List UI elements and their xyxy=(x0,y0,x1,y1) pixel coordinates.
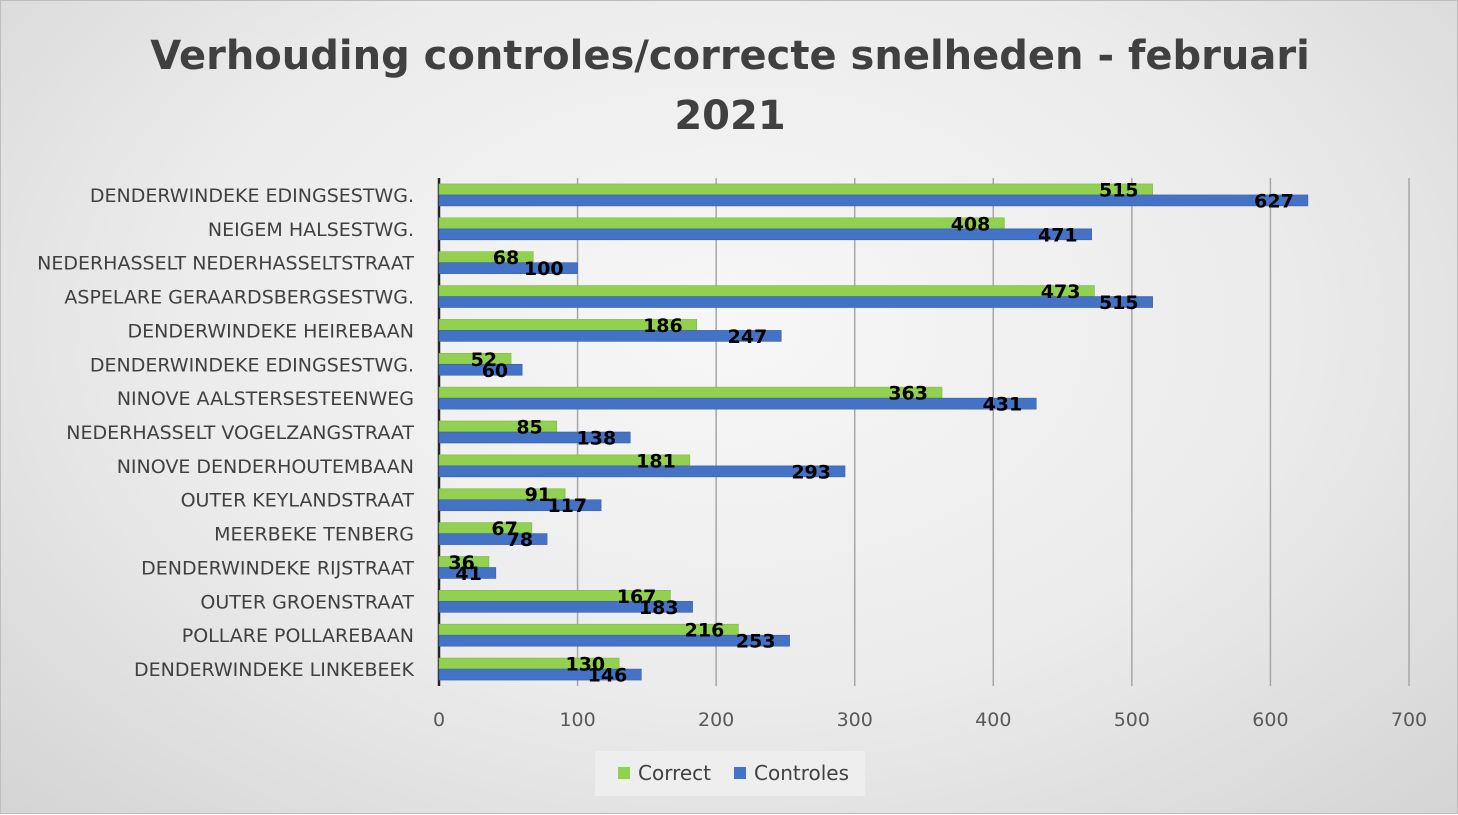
bar-controles-10 xyxy=(438,533,548,545)
category-label-13: POLLARE POLLAREBAAN xyxy=(182,625,414,647)
category-label-6: NINOVE AALSTERSESTEENWEG xyxy=(117,388,414,410)
x-tick-700: 700 xyxy=(1391,709,1427,731)
data-label-controles-13: 253 xyxy=(736,631,776,653)
category-label-14: DENDERWINDEKE LINKEBEEK xyxy=(134,659,415,681)
data-label-controles-6: 431 xyxy=(983,394,1023,416)
data-label-correct-3: 473 xyxy=(1041,281,1081,303)
data-label-controles-7: 138 xyxy=(577,428,617,450)
category-label-3: ASPELARE GERAARDSBERGSESTWG. xyxy=(64,287,414,309)
x-tick-200: 200 xyxy=(698,709,734,731)
data-label-correct-1: 408 xyxy=(951,213,991,235)
x-tick-500: 500 xyxy=(1114,709,1150,731)
data-label-correct-10: 67 xyxy=(491,518,517,540)
bar-controles-9 xyxy=(438,499,602,512)
data-label-correct-13: 216 xyxy=(685,620,725,642)
category-labels: DENDERWINDEKE EDINGSESTWG. NEIGEM HALSEST… xyxy=(37,185,414,681)
data-label-correct-11: 36 xyxy=(448,552,474,574)
data-label-correct-7: 85 xyxy=(516,417,542,439)
data-label-controles-1: 471 xyxy=(1038,224,1078,246)
category-label-0: DENDERWINDEKE EDINGSESTWG. xyxy=(90,185,414,207)
bar-controles-7 xyxy=(438,431,631,444)
category-label-9: OUTER KEYLANDSTRAAT xyxy=(181,490,415,512)
data-label-correct-0: 515 xyxy=(1099,179,1139,201)
data-label-controles-3: 515 xyxy=(1099,292,1139,314)
bar-controles-8 xyxy=(438,465,846,478)
data-label-correct-12: 167 xyxy=(617,586,657,608)
x-tick-0: 0 xyxy=(433,709,445,731)
bar-controles-11 xyxy=(438,567,497,579)
legend: Correct Controles xyxy=(595,751,865,796)
chart-title: Verhouding controles/correcte snelheden … xyxy=(150,33,1310,139)
data-label-controles-5: 60 xyxy=(482,360,508,382)
category-label-11: DENDERWINDEKE RIJSTRAAT xyxy=(141,557,414,579)
bar-controles-14 xyxy=(438,668,642,681)
legend-label-correct: Correct xyxy=(638,761,711,785)
legend-swatch-controles xyxy=(734,767,746,779)
category-label-12: OUTER GROENSTRAAT xyxy=(200,591,414,613)
bar-controles-5 xyxy=(438,363,523,376)
legend-label-controles: Controles xyxy=(754,761,849,785)
data-label-correct-2: 68 xyxy=(493,247,519,269)
data-label-correct-5: 52 xyxy=(471,349,497,371)
bar-controles-6 xyxy=(438,397,1037,410)
data-label-controles-9: 117 xyxy=(547,495,587,517)
chart-title-line-0: Verhouding controles/correcte snelheden … xyxy=(150,33,1310,79)
data-label-controles-10: 78 xyxy=(507,529,533,551)
bar-controles-0 xyxy=(438,194,1309,207)
bar-correct-3 xyxy=(438,285,1095,297)
chart-title-line-1: 2021 xyxy=(674,93,785,139)
bar-correct-1 xyxy=(438,217,1005,230)
x-tick-400: 400 xyxy=(975,709,1011,731)
category-label-8: NINOVE DENDERHOUTEMBAAN xyxy=(117,456,414,478)
x-tick-100: 100 xyxy=(559,709,595,731)
data-label-controles-11: 41 xyxy=(455,563,481,585)
bar-correct-0 xyxy=(438,183,1153,196)
x-tick-300: 300 xyxy=(837,709,873,731)
data-label-correct-9: 91 xyxy=(525,484,551,506)
category-label-7: NEDERHASSELT VOGELZANGSTRAAT xyxy=(66,422,414,444)
bar-controles-13 xyxy=(438,634,790,647)
x-tick-labels: 0 100 200 300 400 500 600 700 xyxy=(433,709,1427,731)
bar-controles-1 xyxy=(438,228,1092,241)
data-label-controles-12: 183 xyxy=(639,597,679,619)
category-label-5: DENDERWINDEKE EDINGSESTWG. xyxy=(90,354,414,376)
data-label-controles-2: 100 xyxy=(524,258,564,280)
legend-box xyxy=(595,751,865,796)
data-label-correct-14: 130 xyxy=(565,654,605,676)
bar-controles-12 xyxy=(438,601,693,613)
bar-controles-4 xyxy=(438,330,782,342)
bar-controles-2 xyxy=(438,262,578,274)
data-label-controles-0: 627 xyxy=(1254,190,1294,212)
x-tick-600: 600 xyxy=(1252,709,1288,731)
data-label-controles-4: 247 xyxy=(728,326,768,348)
legend-swatch-correct xyxy=(618,767,630,779)
category-label-2: NEDERHASSELT NEDERHASSELTSTRAAT xyxy=(37,253,414,275)
bar-controles-3 xyxy=(438,296,1153,308)
data-label-controles-14: 146 xyxy=(588,665,628,687)
category-label-10: MEERBEKE TENBERG xyxy=(214,524,414,546)
category-label-4: DENDERWINDEKE HEIREBAAN xyxy=(127,320,414,342)
data-label-correct-4: 186 xyxy=(643,315,683,337)
data-label-correct-8: 181 xyxy=(636,450,676,472)
bar-correct-6 xyxy=(438,386,943,399)
bars xyxy=(438,183,1309,681)
category-label-1: NEIGEM HALSESTWG. xyxy=(208,219,414,241)
data-label-correct-6: 363 xyxy=(888,383,928,405)
gridlines xyxy=(437,178,1410,686)
data-label-controles-8: 293 xyxy=(791,461,831,483)
